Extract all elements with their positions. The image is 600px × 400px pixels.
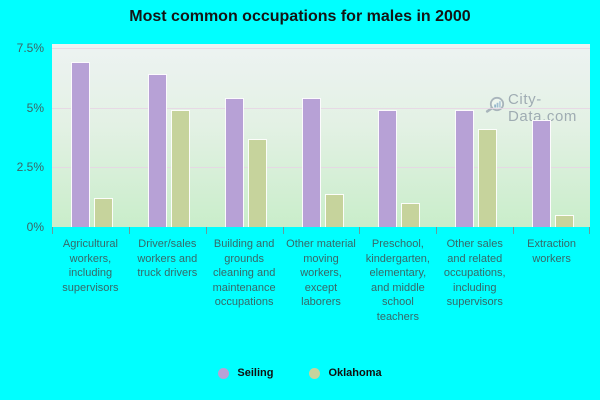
bar-oklahoma-2 [247, 138, 267, 227]
bar-oklahoma-0 [94, 198, 113, 227]
gridline-7.5% [52, 48, 590, 49]
bar-seiling-3 [301, 98, 321, 227]
bar-oklahoma-1 [170, 110, 190, 227]
xtick-0 [52, 227, 53, 234]
legend-label: Oklahoma [328, 367, 382, 379]
gridline-5% [52, 107, 590, 109]
xtick-7 [589, 227, 590, 234]
category-label-3: Other material moving workers, except la… [286, 238, 356, 308]
category-label-2: Building and grounds cleaning and mainte… [212, 238, 276, 308]
ytick-label-5%: 5% [26, 100, 44, 115]
plot-area: City-Data.com [52, 44, 590, 227]
ytick-label-0%: 0% [26, 220, 44, 234]
bar-oklahoma-6 [555, 215, 575, 227]
legend-item-oklahoma: Oklahoma [309, 367, 382, 379]
category-label-4: Preschool, kindergarten, elementary, and… [365, 238, 430, 323]
category-label-0: Agricultural workers, including supervis… [62, 238, 119, 294]
bar-seiling-4 [378, 110, 398, 227]
xtick-5 [436, 227, 438, 234]
ytick-label-2.5%: 2.5% [16, 160, 44, 175]
bar-seiling-5 [455, 110, 475, 227]
legend-swatch-icon [218, 367, 230, 379]
chart-title: Most common occupations for males in 200… [129, 8, 471, 25]
legend: Seiling Oklahoma [0, 367, 600, 379]
bar-oklahoma-4 [401, 203, 421, 227]
watermark: City-Data.com [484, 91, 590, 125]
category-label-6: Extraction workers [527, 238, 577, 265]
bar-oklahoma-5 [478, 129, 498, 227]
gridline-2.5% [52, 167, 590, 169]
bar-seiling-1 [147, 74, 167, 227]
x-axis-labels: Agricultural workers, including supervis… [52, 237, 590, 324]
ytick-label-7.5%: 7.5% [16, 41, 44, 55]
bar-seiling-6 [532, 119, 552, 227]
bar-oklahoma-3 [324, 193, 344, 227]
legend-label: Seiling [237, 367, 274, 379]
category-label-1: Driver/sales workers and truck drivers [137, 238, 198, 279]
xtick-4 [359, 227, 361, 234]
category-label-5: Other sales and related occupations, inc… [443, 238, 506, 308]
xtick-6 [513, 227, 515, 234]
watermark-text: City-Data.com [508, 91, 577, 125]
legend-swatch-icon [309, 367, 321, 379]
xtick-3 [282, 227, 284, 234]
bar-seiling-2 [224, 98, 244, 227]
legend-item-seiling: Seiling [218, 367, 273, 379]
xtick-2 [205, 227, 207, 234]
bar-seiling-0 [71, 62, 90, 227]
xtick-1 [128, 227, 130, 234]
